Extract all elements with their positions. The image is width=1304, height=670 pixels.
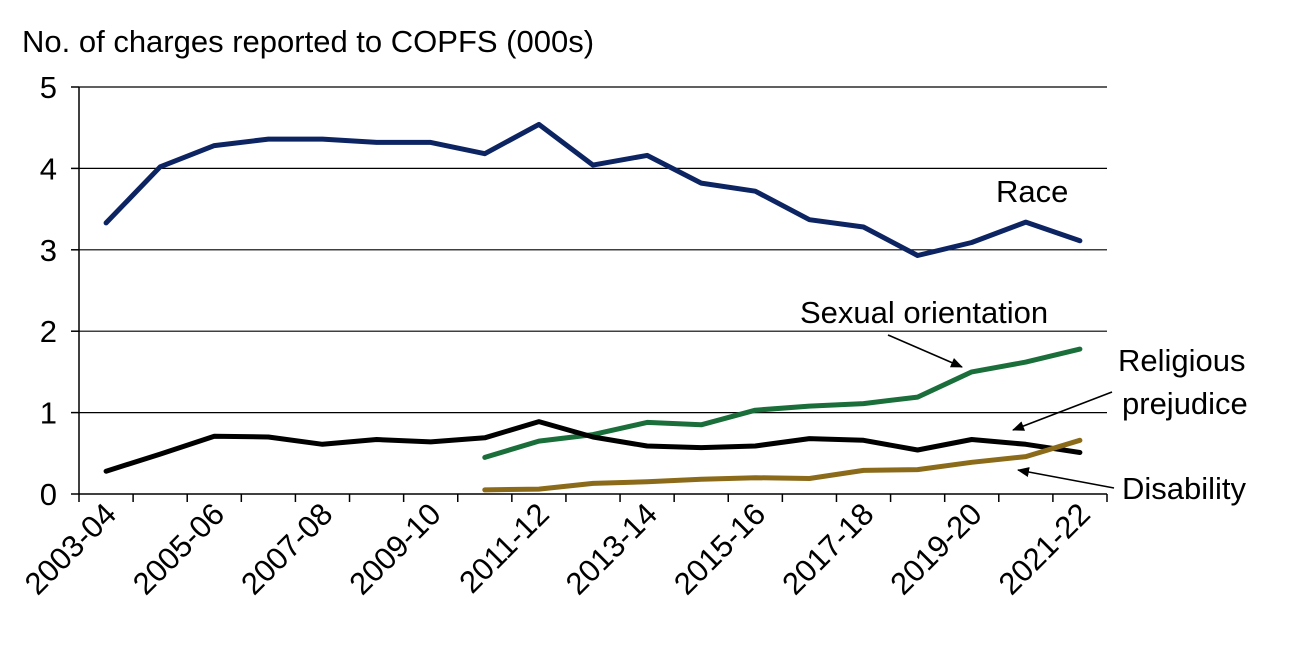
grid-lines <box>79 86 1107 414</box>
series-line-race <box>103 121 1083 258</box>
x-tick-label-5: 2013-14 <box>559 496 664 601</box>
annotation-race: Race <box>996 174 1068 209</box>
arrow-sexual-orientation <box>887 334 963 368</box>
y-tick-label-0: 0 <box>40 477 57 512</box>
annotation-sexual-orientation: Sexual orientation <box>800 295 1048 368</box>
y-tick-label-3: 3 <box>40 233 57 268</box>
x-tick-label-3: 2009-10 <box>342 496 447 601</box>
series-line-disability <box>482 437 1083 493</box>
x-tick-label-1: 2005-06 <box>126 496 231 601</box>
label-sexual-orientation: Sexual orientation <box>800 295 1048 330</box>
x-tick-label-7: 2017-18 <box>775 496 880 601</box>
arrow-religious-prejudice <box>1012 391 1113 431</box>
y-tick-label-1: 1 <box>40 396 57 431</box>
y-tick-labels: 0 1 2 3 4 5 <box>40 70 57 512</box>
y-tick-label-2: 2 <box>40 314 57 349</box>
x-tick-label-8: 2019-20 <box>883 496 988 601</box>
annotation-disability: Disability <box>1017 467 1247 506</box>
label-religious-line2: prejudice <box>1122 386 1248 421</box>
label-race: Race <box>996 174 1068 209</box>
arrow-disability <box>1017 467 1115 489</box>
x-tick-label-4: 2011-12 <box>452 496 556 600</box>
x-tick-label-6: 2015-16 <box>667 496 772 601</box>
y-tick-label-5: 5 <box>40 70 57 105</box>
series-lines <box>103 121 1083 493</box>
label-religious-line1: Religious <box>1118 343 1246 378</box>
series-line-religious-prejudice <box>103 419 1083 474</box>
label-disability: Disability <box>1122 471 1247 506</box>
annotation-religious-prejudice: Religious prejudice <box>1012 343 1248 431</box>
axes <box>71 86 1108 502</box>
x-tick-label-9: 2021-22 <box>992 496 1097 601</box>
x-tick-label-2: 2007-08 <box>234 496 339 601</box>
chart-title: No. of charges reported to COPFS (000s) <box>22 24 594 59</box>
y-tick-label-4: 4 <box>40 151 57 186</box>
x-tick-label-0: 2003-04 <box>18 496 123 601</box>
x-tick-labels: 2003-04 2005-06 2007-08 2009-10 2011-12 2013-… <box>18 496 1097 601</box>
